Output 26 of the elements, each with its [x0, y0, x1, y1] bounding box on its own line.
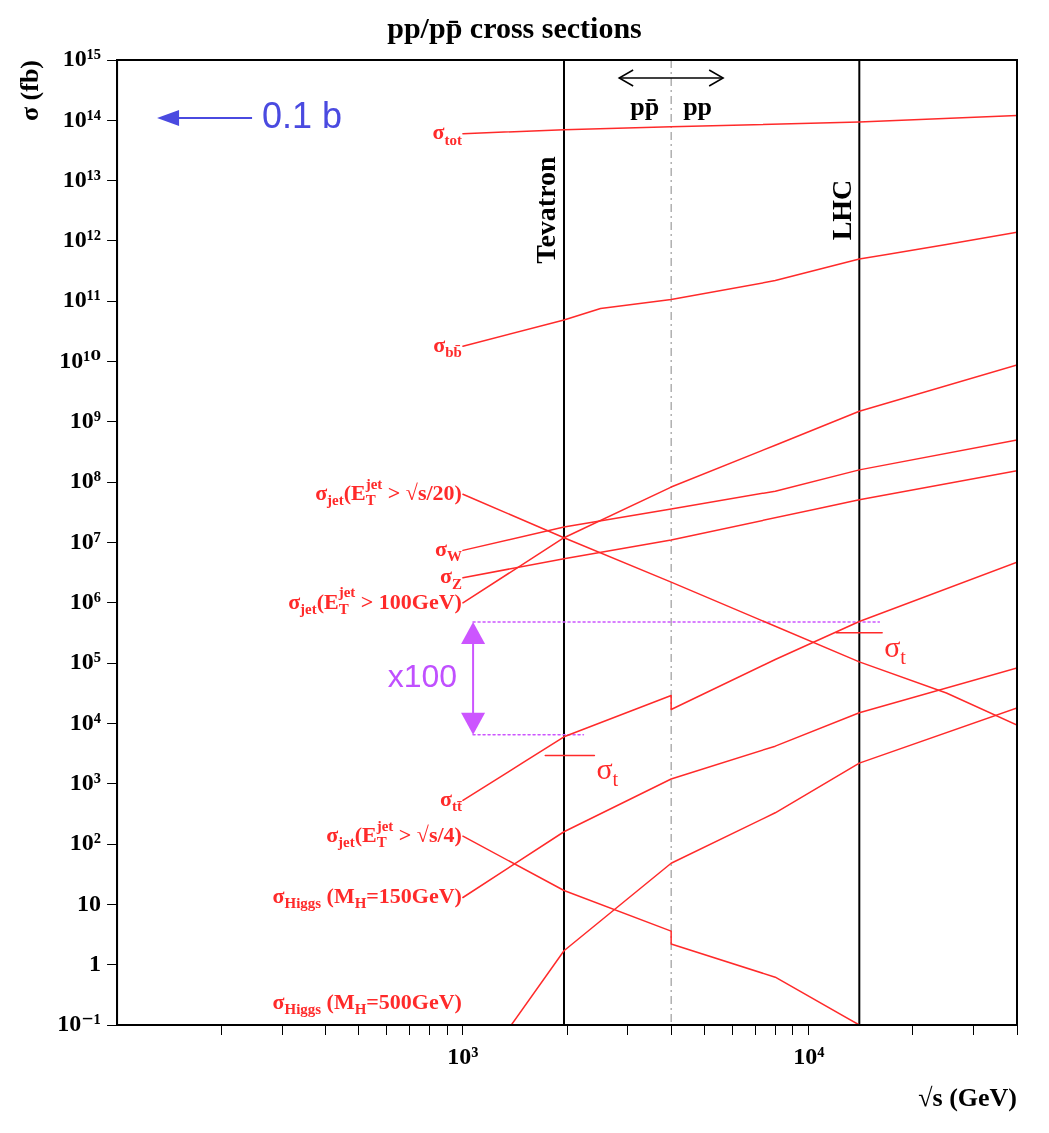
y-tick-label: 10⁵ — [69, 648, 102, 675]
y-tick-label: 1 — [89, 949, 102, 976]
y-tick-label: 10¹⁴ — [62, 105, 102, 132]
y-tick-label: 10¹¹ — [62, 286, 102, 313]
x-axis-title: √s (GeV) — [918, 1083, 1017, 1113]
y-axis-title: σ (fb) — [15, 60, 45, 122]
ref-line-label: LHC — [825, 179, 857, 241]
annotation: pp̄ — [630, 91, 660, 121]
y-tick-label: 10¹² — [62, 226, 102, 253]
annotation: x100 — [387, 658, 458, 695]
y-tick-label: 10³ — [69, 768, 102, 795]
y-tick-label: 10⁸ — [69, 467, 102, 494]
y-tick-label: 10² — [69, 829, 102, 856]
y-tick-label: 10 — [77, 889, 102, 916]
y-tick-label: 10⁶ — [69, 588, 102, 615]
y-tick-label: 10¹⁵ — [62, 45, 102, 72]
y-tick-label: 10⁹ — [69, 407, 102, 434]
annotation: 0.1 b — [262, 94, 343, 136]
chart-title: pp/pp̄ cross sections — [387, 10, 642, 44]
annotation: pp — [683, 91, 713, 121]
ref-line-label: Tevatron — [530, 155, 562, 264]
y-tick-label: 10¹⁰ — [59, 346, 102, 373]
y-tick-label: 10⁴ — [69, 708, 102, 735]
y-tick-label: 10¹³ — [62, 165, 102, 192]
y-tick-label: 10⁷ — [69, 527, 102, 554]
y-tick-label: 10⁻¹ — [57, 1010, 102, 1037]
